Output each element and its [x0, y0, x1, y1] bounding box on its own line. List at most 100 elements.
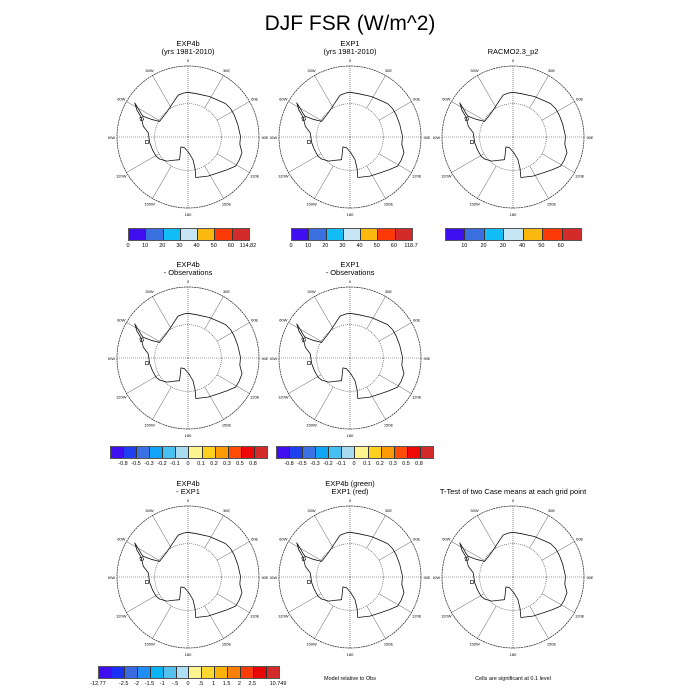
- panel-title-line1: EXP1: [340, 39, 360, 48]
- meridian-line: [541, 541, 575, 561]
- meridian-line: [204, 165, 224, 199]
- colorbar-tick-label: -2.5: [118, 681, 129, 687]
- longitude-label: 30W: [307, 68, 315, 73]
- island-outline: [464, 116, 474, 144]
- colorbar-swatch: [290, 447, 304, 458]
- colorbar-tick-label: 10.749: [269, 681, 287, 687]
- panel-title-line1: EXP4b: [176, 260, 200, 269]
- panel-title: RACMO2.3_p2: [413, 48, 613, 56]
- longitude-label: 0: [187, 58, 190, 63]
- colorbar-tick-label: 10: [461, 243, 468, 249]
- colorbar-swatch: [484, 229, 505, 240]
- latitude-circle: [316, 324, 384, 392]
- colorbar-tick-label: -1: [159, 681, 165, 687]
- colorbar-swatch: [395, 229, 412, 240]
- longitude-label: 120W: [278, 173, 289, 178]
- meridian-line: [152, 515, 172, 549]
- longitude-label: 150W: [306, 641, 317, 646]
- colorbar-tick-label: 40: [356, 243, 363, 249]
- colorbar: [110, 446, 268, 459]
- colorbar-swatch: [124, 447, 138, 458]
- colorbar-tick-label: -12.77: [90, 681, 106, 687]
- longitude-label: 30W: [470, 68, 478, 73]
- longitude-label: 180: [347, 652, 354, 657]
- colorbar-swatch: [137, 447, 151, 458]
- meridian-line: [216, 541, 250, 561]
- meridian-line: [366, 165, 386, 199]
- meridian-line: [126, 153, 160, 173]
- colorbar-tick-label: -0.5: [131, 461, 141, 467]
- colorbar-labels: 0 10 20 30 40 50 60 118.7: [289, 243, 417, 251]
- longitude-label: 30E: [548, 68, 555, 73]
- meridian-line: [288, 101, 322, 121]
- map-boundary: [278, 505, 422, 649]
- meridian-line: [541, 593, 575, 613]
- colorbar-swatch: [189, 667, 203, 678]
- longitude-label: 0: [349, 279, 352, 284]
- longitude-label: 120E: [412, 394, 422, 399]
- longitude-label: 120W: [278, 613, 289, 618]
- longitude-label: 0: [187, 498, 190, 503]
- meridian-line: [288, 541, 322, 561]
- colorbar-tick-label: 0: [186, 461, 190, 467]
- longitude-label: 0: [349, 498, 352, 503]
- colorbar-swatch: [292, 229, 310, 240]
- longitude-label: 60W: [279, 536, 287, 541]
- panel-title: EXP4b (yrs 1981-2010): [88, 40, 288, 56]
- latitude-circle: [154, 543, 222, 611]
- longitude-label: 60W: [117, 317, 125, 322]
- polar-map: 0 30E 60E 90E 120E 150E 180 150W 120W 90W 60W 30W: [108, 498, 268, 657]
- colorbar-tick-label: 0: [186, 681, 190, 687]
- colorbar-tick-label: -0.5: [297, 461, 307, 467]
- colorbar-swatch: [355, 447, 369, 458]
- meridian-line: [204, 515, 224, 549]
- longitude-label: 120W: [441, 173, 452, 178]
- longitude-label: 0: [349, 58, 352, 63]
- longitude-label: 120W: [116, 613, 127, 618]
- colorbar-tick-label: 0.2: [376, 461, 384, 467]
- panel-title-line2: - EXP1: [176, 487, 200, 496]
- colorbar-tick-label: 0.8: [415, 461, 423, 467]
- colorbar-labels: -0.8 -0.5 -0.3 -0.2 -0.1 0 0.1 0.2 0.3 0.5 0.8: [110, 461, 266, 469]
- panel-title-line1: T-Test of two Case means at each grid po…: [439, 487, 587, 496]
- colorbar-swatch: [146, 229, 164, 240]
- colorbar-swatch: [381, 447, 395, 458]
- colorbar-tick-label: -0.1: [170, 461, 180, 467]
- meridian-line: [126, 374, 160, 394]
- colorbar-swatch: [303, 447, 317, 458]
- longitude-label: 0: [512, 498, 515, 503]
- colorbar-swatch: [202, 667, 216, 678]
- longitude-label: 90W: [108, 356, 115, 361]
- model-relative-note: Model relative to Obs: [324, 676, 376, 682]
- island-outline: [301, 337, 311, 365]
- longitude-label: 90E: [423, 135, 430, 140]
- latitude-circle: [154, 324, 222, 392]
- longitude-label: 0: [512, 58, 515, 63]
- colorbar-swatch: [254, 667, 267, 678]
- colorbar-swatch: [420, 447, 433, 458]
- longitude-label: 30W: [307, 289, 315, 294]
- meridian-line: [314, 296, 334, 330]
- panel-title-line2: - Observations: [163, 268, 213, 277]
- meridian-line: [451, 153, 485, 173]
- longitude-label: 60E: [251, 317, 258, 322]
- colorbar-swatch: [446, 229, 466, 240]
- colorbar-swatch: [163, 667, 177, 678]
- longitude-label: 90W: [270, 356, 277, 361]
- longitude-label: 30E: [548, 508, 555, 513]
- colorbar-swatch: [228, 447, 242, 458]
- colorbar-tick-label: -0.2: [157, 461, 167, 467]
- longitude-label: 180: [347, 212, 354, 217]
- colorbar-tick-label: -0.3: [144, 461, 154, 467]
- meridian-line: [451, 541, 485, 561]
- colorbar-tick-label: -.5: [171, 681, 179, 687]
- meridian-line: [152, 386, 172, 420]
- meridian-line: [451, 593, 485, 613]
- colorbar-swatch: [342, 447, 356, 458]
- meridian-line: [152, 605, 172, 639]
- antarctica-coastline: [296, 531, 405, 618]
- map-boundary: [278, 286, 422, 430]
- panel-title: T-Test of two Case means at each grid po…: [413, 488, 613, 496]
- longitude-label: 30E: [223, 289, 230, 294]
- antarctica-coastline: [134, 312, 243, 399]
